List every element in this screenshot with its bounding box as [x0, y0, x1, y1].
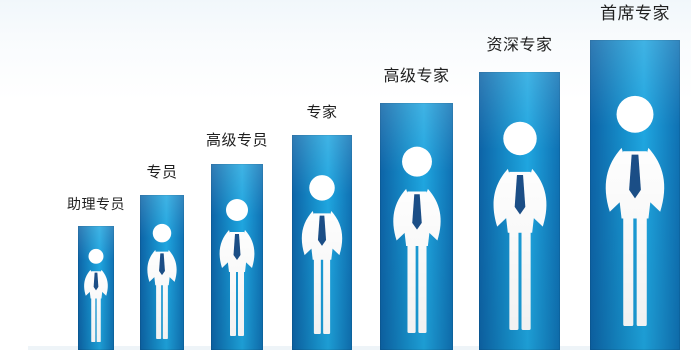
level-senior-specialist: 高级专员: [206, 133, 268, 350]
level-label: 专员: [146, 163, 178, 181]
level-pillar: [479, 72, 560, 350]
level-pillar: [292, 135, 352, 350]
businessman-icon: [392, 146, 441, 333]
level-expert: 专家: [292, 105, 352, 350]
level-label: 专家: [306, 103, 338, 121]
businessman-icon: [605, 95, 665, 326]
level-label: 高级专员: [205, 131, 269, 149]
level-senior-expert: 高级专家: [380, 68, 453, 350]
businessman-icon: [84, 248, 108, 342]
level-label: 高级专家: [383, 66, 450, 85]
level-assistant-specialist: 助理专员: [67, 198, 125, 350]
businessman-icon: [147, 223, 177, 339]
level-pillar: [78, 226, 114, 350]
level-label: 首席专家: [600, 4, 670, 24]
level-pillar: [380, 103, 453, 350]
level-label: 资深专家: [486, 35, 553, 54]
businessman-icon: [219, 199, 255, 336]
level-pillar: [211, 164, 263, 350]
level-specialist: 专员: [140, 165, 184, 350]
baseline: [28, 346, 678, 350]
level-pillar: [590, 40, 680, 350]
level-label: 助理专员: [67, 197, 125, 213]
level-principal-expert: 资深专家: [479, 37, 560, 350]
level-pillar: [140, 195, 184, 350]
level-chief-expert: 首席专家: [590, 6, 680, 350]
businessman-icon: [493, 121, 546, 330]
businessman-icon: [301, 175, 343, 334]
